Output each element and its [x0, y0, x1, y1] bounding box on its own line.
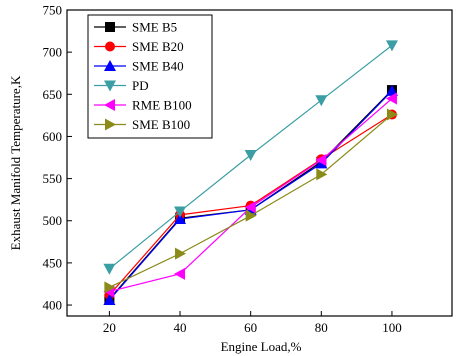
legend-marker — [104, 80, 116, 92]
data-point — [385, 40, 398, 52]
chart-axes: 20 40 60 80 100 400 450 500 550 600 650 700 750 — [43, 3, 453, 335]
legend-label: SME B20 — [132, 39, 184, 54]
chart-legend: SME B5 SME B20 SME B40 PD RME B100 SME B100 — [87, 14, 213, 139]
plot-frame — [66, 9, 453, 317]
legend-label: PD — [132, 78, 149, 93]
series-rme-b100 — [103, 92, 397, 298]
x-tick-label: 40 — [174, 320, 187, 335]
data-point — [385, 84, 398, 96]
legend-item: SME B20 — [94, 39, 184, 54]
legend-item: PD — [94, 78, 149, 93]
data-point — [385, 92, 397, 105]
data-point — [103, 293, 116, 305]
legend-item: SME B5 — [94, 20, 177, 35]
y-axis-label: Exhaust Manifold Temperature,K — [8, 75, 23, 250]
legend-label: SME B40 — [132, 59, 184, 74]
data-point — [174, 213, 187, 225]
data-point — [175, 247, 187, 260]
legend-item: RME B100 — [94, 98, 192, 113]
series-pd — [103, 40, 398, 275]
y-tick-label: 600 — [43, 129, 63, 144]
data-point — [245, 209, 257, 222]
legend-marker — [104, 99, 115, 111]
legend-item: SME B100 — [94, 117, 190, 132]
data-point — [103, 263, 116, 275]
data-point — [386, 108, 398, 121]
data-point — [315, 95, 328, 107]
y-tick-label: 400 — [43, 298, 63, 313]
data-point — [315, 154, 327, 167]
series-sme-b100 — [104, 108, 398, 294]
x-tick-label: 60 — [244, 320, 257, 335]
data-point — [174, 206, 187, 218]
legend-label: RME B100 — [132, 98, 192, 113]
x-tick-label: 100 — [382, 320, 402, 335]
data-point — [244, 149, 257, 161]
x-axis-label: Engine Load,% — [221, 339, 302, 354]
legend-marker — [105, 22, 115, 32]
legend-label: SME B5 — [132, 20, 177, 35]
legend-label: SME B100 — [132, 117, 190, 132]
y-tick-label: 650 — [43, 87, 63, 102]
chart-series — [103, 40, 398, 305]
legend-marker — [104, 60, 116, 71]
y-tick-label: 750 — [43, 3, 63, 18]
legend-item: SME B40 — [94, 59, 184, 74]
legend-marker — [105, 118, 116, 131]
data-point — [104, 281, 116, 294]
y-tick-label: 700 — [43, 45, 63, 60]
y-tick-label: 450 — [43, 255, 63, 270]
y-tick-label: 550 — [43, 171, 63, 186]
data-point — [174, 267, 186, 280]
data-point — [244, 201, 256, 214]
x-tick-label: 20 — [103, 320, 116, 335]
y-tick-label: 500 — [43, 213, 63, 228]
data-point — [316, 168, 328, 181]
x-tick-label: 80 — [315, 320, 328, 335]
legend-marker — [105, 41, 115, 52]
legend-box — [87, 14, 213, 139]
